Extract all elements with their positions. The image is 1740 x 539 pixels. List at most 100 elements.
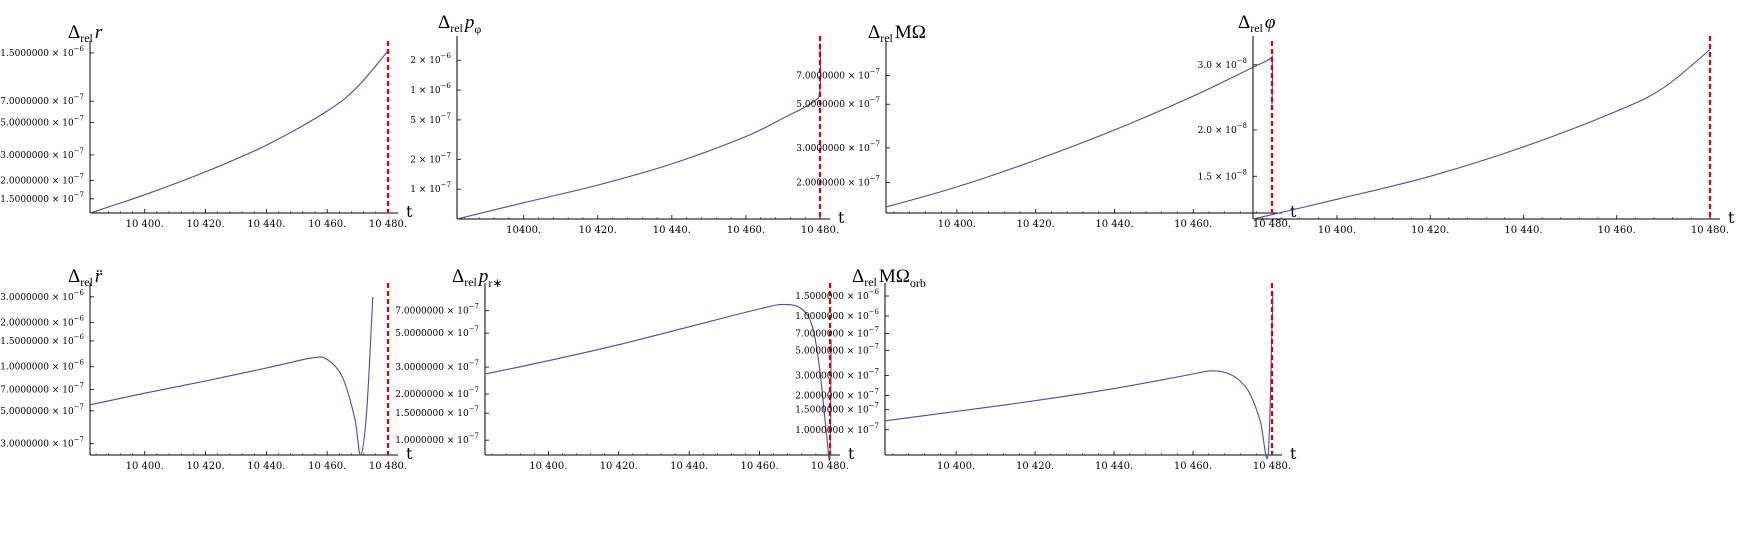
y-tick-label: 1.5000000 × 10−6: [0, 333, 84, 347]
chart-panel-7: 10 400. 10 420. 10 440. 10 460. 10 480.t1.50…: [795, 266, 1297, 472]
chart-panel-1: 10 400. 10 420. 10 440. 10 460. 10 480.t 1.50…: [0, 22, 413, 230]
x-axis-label: t: [1290, 444, 1297, 463]
y-tick-label: 3.0000000 × 10−6: [0, 289, 84, 303]
panel-title: Δrel r: [68, 22, 103, 45]
y-tick-label: 2.0 × 10−8: [1198, 122, 1247, 136]
y-tick-label: 7.0000000 × 10−7: [0, 93, 84, 107]
y-tick-label: 3.0000000 × 10−7: [0, 147, 84, 161]
panel-title: Δrel φ: [1238, 12, 1275, 35]
y-tick-label: 3.0000000 × 10−7: [395, 359, 479, 373]
y-tick-label: 1 × 10−7: [410, 181, 451, 195]
x-tick-label: 10 460.: [308, 461, 346, 472]
x-tick-label: 10 480.: [369, 219, 407, 230]
y-tick-label: 2.0000000 × 10−7: [795, 388, 879, 402]
x-tick-label: 10 420.: [579, 225, 617, 236]
y-tick-label: 2.0000000 × 10−7: [796, 175, 880, 189]
x-tick-label: 10 440.: [1095, 219, 1133, 230]
chart-panel-3: 10 400. 10 420. 10 440. 10 460. 10 480.t7.00…: [796, 22, 1297, 230]
chart-panel-2: 10400. 10 420. 10 440. 10 460. 10 480.t 2 × 1…: [410, 12, 845, 236]
x-tick-label: 10 460.: [741, 461, 779, 472]
x-tick-label: 10 480.: [369, 461, 407, 472]
series-line: [885, 55, 1274, 208]
y-tick-label: 2.0000000 × 10−7: [0, 173, 84, 187]
x-tick-label: 10 440.: [670, 461, 708, 472]
y-tick-label: 7.0000000 × 10−7: [395, 303, 479, 317]
y-tick-label: 5 × 10−7: [410, 112, 451, 126]
x-axis-label: t: [848, 444, 855, 463]
y-tick-label: 1.0000000 × 10−7: [795, 422, 879, 436]
y-tick-label: 5.0000000 × 10−7: [0, 115, 84, 129]
series-line: [1252, 49, 1711, 220]
y-tick-label: 1.5 × 10−8: [1198, 168, 1247, 182]
x-tick-label: 10 400.: [938, 219, 976, 230]
y-tick-label: 7.0000000 × 10−7: [0, 381, 84, 395]
y-tick-label: 7.0000000 × 10−7: [795, 326, 879, 340]
chart-panel-4: 10 400. 10 420. 10 440. 10 460. 10 480.t3.0 …: [1198, 12, 1735, 236]
y-tick-label: 5.0000000 × 10−7: [796, 96, 880, 110]
y-tick-label: 1 × 10−6: [410, 82, 451, 96]
y-tick-label: 7.0000000 × 10−7: [796, 67, 880, 81]
x-tick-label: 10 400.: [937, 461, 975, 472]
y-tick-label: 2 × 10−7: [410, 151, 451, 165]
y-tick-label: 1.5000000 × 10−7: [795, 402, 879, 416]
y-tick-label: 5.0000000 × 10−7: [395, 325, 479, 339]
y-tick-label: 5.0000000 × 10−7: [795, 342, 879, 356]
x-tick-label: 10 460.: [1174, 219, 1212, 230]
x-tick-label: 10 420.: [600, 461, 638, 472]
y-tick-label: 2.0000000 × 10−7: [395, 386, 479, 400]
series-line: [456, 42, 822, 220]
series-line: [884, 292, 1274, 459]
series-line: [484, 303, 832, 461]
x-tick-label: 10 420.: [1016, 461, 1054, 472]
series-line: [89, 50, 389, 214]
x-axis-label: t: [406, 202, 413, 221]
chart-panel-5: 10 400. 10 420. 10 440. 10 460. 10 480.t 3.00…: [0, 266, 413, 472]
x-axis-label: t: [406, 444, 413, 463]
x-tick-label: 10 440.: [247, 461, 285, 472]
x-tick-label: 10 460.: [727, 225, 765, 236]
x-tick-label: 10 420.: [186, 461, 224, 472]
x-tick-label: 10 480.: [801, 225, 839, 236]
x-tick-label: 10 400.: [1318, 225, 1356, 236]
x-tick-label: 10 420.: [1017, 219, 1055, 230]
x-tick-label: 10 480.: [811, 461, 849, 472]
y-tick-label: 1.5000000 × 10−7: [0, 191, 84, 205]
panel-title: Δrel r̈: [68, 266, 103, 289]
x-tick-label: 10 440.: [1504, 225, 1542, 236]
series-line: [89, 296, 374, 456]
y-tick-label: 5.0000000 × 10−7: [0, 403, 84, 417]
panel-title: Δrel pφ: [438, 12, 481, 36]
x-tick-label: 10 440.: [1095, 461, 1133, 472]
x-tick-label: 10 400.: [126, 219, 164, 230]
y-tick-label: 3.0000000 × 10−7: [0, 435, 84, 449]
y-tick-label: 1.0000000 × 10−7: [395, 432, 479, 446]
x-tick-label: 10 460.: [308, 219, 346, 230]
y-tick-label: 2 × 10−6: [410, 52, 451, 66]
x-tick-label: 10 400.: [529, 461, 567, 472]
x-tick-label: 10 420.: [1411, 225, 1449, 236]
x-axis-label: t: [1290, 202, 1297, 221]
x-tick-label: 10 480.: [1253, 219, 1291, 230]
x-tick-label: 10400.: [506, 225, 541, 236]
y-tick-label: 3.0000000 × 10−7: [795, 368, 879, 382]
x-tick-label: 10 440.: [247, 219, 285, 230]
y-tick-label: 2.0000000 × 10−6: [0, 315, 84, 329]
y-tick-label: 1.0000000 × 10−6: [0, 359, 84, 373]
x-tick-label: 10 460.: [1174, 461, 1212, 472]
x-tick-label: 10 420.: [186, 219, 224, 230]
x-tick-label: 10 460.: [1598, 225, 1636, 236]
x-tick-label: 10 480.: [1691, 225, 1729, 236]
x-tick-label: 10 480.: [1253, 461, 1291, 472]
chart-panel-6: 10 400. 10 420. 10 440. 10 460. 10 480.t7.00…: [395, 266, 855, 472]
x-axis-label: t: [838, 208, 845, 227]
x-axis-label: t: [1728, 208, 1735, 227]
panel-title: Δrel pr∗: [452, 266, 502, 290]
y-tick-label: 3.0 × 10−8: [1198, 57, 1247, 71]
x-tick-label: 10 400.: [126, 461, 164, 472]
panel-title: Δrel MΩorb: [852, 266, 926, 290]
y-tick-label: 3.0000000 × 10−7: [796, 140, 880, 154]
y-tick-label: 1.5000000 × 10−6: [795, 288, 879, 302]
y-tick-label: 1.5000000 × 10−6: [0, 45, 84, 59]
y-tick-label: 1.5000000 × 10−7: [395, 405, 479, 419]
